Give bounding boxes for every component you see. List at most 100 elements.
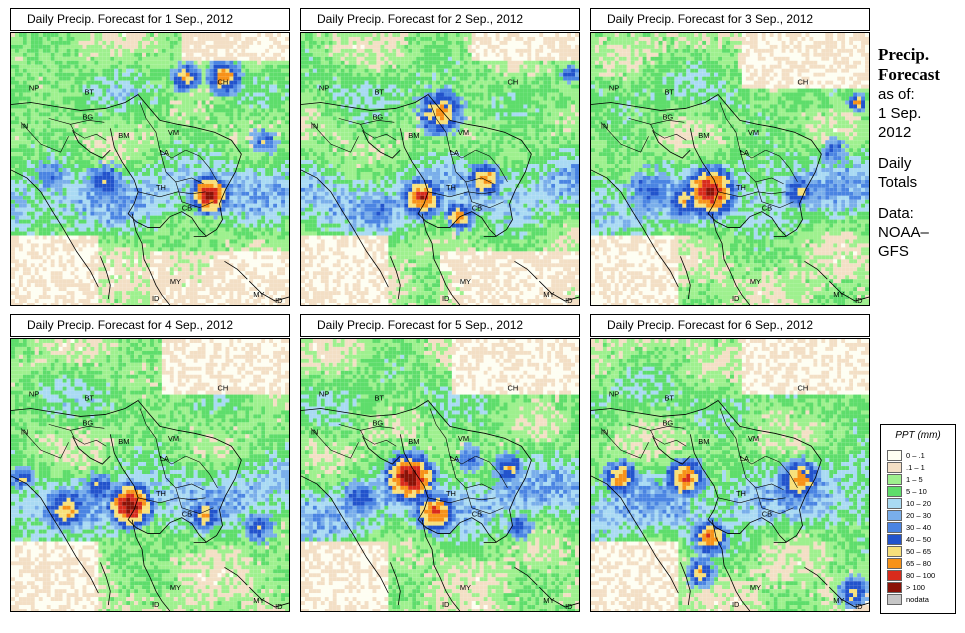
asof-year: 2012 — [878, 123, 964, 142]
country-label: ID — [275, 296, 283, 305]
forecast-panel-3: Daily Precip. Forecast for 3 Sep., 2012 … — [590, 8, 870, 306]
country-border — [310, 122, 359, 153]
legend-item: 30 – 40 — [887, 522, 931, 533]
country-label: LA — [160, 148, 169, 157]
country-label: BT — [664, 88, 674, 97]
coastline — [99, 562, 111, 606]
country-border — [70, 430, 107, 447]
coastline — [679, 562, 691, 606]
coastline — [711, 213, 751, 305]
precip-grid: NP BT BG IN BM VM LA TH CB CH MY ID MY ID — [11, 33, 289, 305]
country-label: ID — [855, 296, 863, 305]
panel-title: Daily Precip. Forecast for 5 Sep., 2012 — [300, 314, 580, 337]
coastline — [421, 213, 461, 305]
coastline — [99, 256, 111, 300]
country-label: LA — [740, 148, 749, 157]
country-label: VM — [168, 128, 179, 137]
totals-label: Totals — [878, 173, 964, 192]
forecast-info: Precip. Forecast as of: 1 Sep. 2012 Dail… — [878, 45, 964, 261]
country-border — [185, 149, 218, 183]
country-border — [428, 191, 496, 198]
country-label: MY — [460, 277, 471, 286]
country-label: LA — [740, 454, 749, 463]
legend-swatch — [887, 486, 902, 497]
coastline — [109, 128, 207, 237]
country-border — [465, 487, 504, 515]
precip-map: NP BT BG IN BM VM LA TH CB CH MY ID MY ID — [10, 32, 290, 306]
coastline — [72, 436, 111, 465]
panel-title: Daily Precip. Forecast for 6 Sep., 2012 — [590, 314, 870, 337]
panel-title: Daily Precip. Forecast for 1 Sep., 2012 — [10, 8, 290, 31]
coastline — [11, 400, 242, 543]
legend-item: nodata — [887, 594, 929, 605]
panel-title: Daily Precip. Forecast for 3 Sep., 2012 — [590, 8, 870, 31]
country-border — [360, 430, 397, 447]
country-border — [628, 118, 685, 125]
country-label: IN — [601, 121, 608, 130]
country-border — [475, 149, 508, 183]
coastline — [804, 566, 828, 586]
coastline — [72, 130, 111, 159]
precip-grid: NP BT BG IN BM VM LA TH CB CH MY ID MY ID — [591, 33, 869, 305]
country-label: VM — [748, 128, 759, 137]
precip-grid: NP BT BG IN BM VM LA TH CB CH MY ID MY ID — [301, 339, 579, 611]
country-label: TH — [446, 183, 456, 192]
country-border — [338, 118, 395, 125]
coastline — [11, 94, 242, 237]
country-label: MY — [253, 596, 264, 605]
country-label: ID — [565, 296, 573, 305]
country-label: MY — [750, 277, 761, 286]
country-label: MY — [543, 596, 554, 605]
country-border — [139, 408, 186, 465]
country-border — [719, 408, 766, 465]
country-label: MY — [460, 583, 471, 592]
country-label: CB — [182, 510, 192, 519]
coastline — [679, 256, 691, 300]
country-border — [719, 102, 766, 159]
country-label: BT — [664, 394, 674, 403]
country-label: CH — [508, 384, 519, 393]
country-label: IN — [21, 121, 28, 130]
country-label: BM — [118, 437, 129, 446]
country-label: BG — [82, 112, 93, 121]
country-label: ID — [855, 602, 863, 611]
country-label: NP — [609, 84, 619, 93]
legend-swatch — [887, 534, 902, 545]
country-border — [20, 428, 69, 459]
country-border — [600, 122, 649, 153]
coastline — [131, 213, 171, 305]
precip-legend: PPT (mm) 0 – .1 .1 – 1 1 – 5 5 – 10 10 –… — [880, 424, 956, 614]
legend-swatch — [887, 558, 902, 569]
coastline — [591, 400, 822, 543]
country-label: MY — [170, 277, 181, 286]
country-label: ID — [442, 294, 450, 303]
country-label: CB — [182, 204, 192, 213]
title-line-1: Precip. — [878, 45, 964, 65]
panel-title: Daily Precip. Forecast for 2 Sep., 2012 — [300, 8, 580, 31]
coastline — [514, 260, 538, 280]
country-label: ID — [565, 602, 573, 611]
coastline — [514, 566, 538, 586]
country-border — [138, 497, 206, 504]
title-line-2: Forecast — [878, 65, 964, 85]
precip-grid: NP BT BG IN BM VM LA TH CB CH MY ID MY ID — [591, 339, 869, 611]
data-label: Data: — [878, 204, 964, 223]
precip-grid: NP BT BG IN BM VM LA TH CB CH MY ID MY ID — [11, 339, 289, 611]
coastline — [591, 94, 822, 237]
forecast-panel-1: Daily Precip. Forecast for 1 Sep., 2012 … — [10, 8, 290, 306]
country-border — [48, 424, 105, 431]
legend-item: 50 – 65 — [887, 546, 931, 557]
country-label: BM — [408, 437, 419, 446]
country-border — [48, 118, 105, 125]
coastline — [689, 128, 787, 237]
country-label: TH — [156, 183, 166, 192]
country-border — [755, 181, 794, 209]
coastline — [11, 169, 99, 288]
country-border — [475, 455, 508, 489]
country-label: TH — [736, 489, 746, 498]
legend-swatch — [887, 450, 902, 461]
precip-grid: NP BT BG IN BM VM LA TH CB CH MY ID MY ID — [301, 33, 579, 305]
coastline — [109, 434, 207, 543]
country-label: CH — [798, 384, 809, 393]
country-border — [175, 487, 214, 515]
